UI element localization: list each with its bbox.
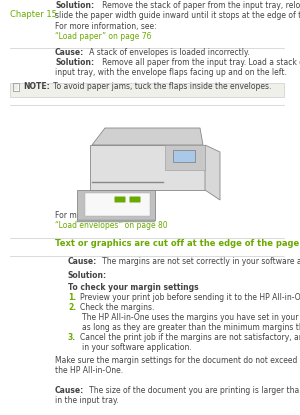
- Text: The size of the document you are printing is larger than the paper loaded: The size of the document you are printin…: [82, 386, 300, 395]
- Text: Cause:: Cause:: [68, 257, 97, 266]
- Text: in your software application.: in your software application.: [82, 343, 192, 352]
- Text: as long as they are greater than the minimum margins the HP All-in-One supports.: as long as they are greater than the min…: [82, 323, 300, 332]
- Text: Check the margins.: Check the margins.: [80, 303, 154, 312]
- Text: in the input tray.: in the input tray.: [55, 396, 119, 405]
- Text: “Load envelopes” on page 80: “Load envelopes” on page 80: [55, 221, 168, 230]
- Text: Chapter 15: Chapter 15: [10, 10, 57, 19]
- FancyBboxPatch shape: [10, 83, 284, 97]
- Polygon shape: [77, 190, 155, 220]
- FancyBboxPatch shape: [173, 150, 195, 162]
- Text: 1.: 1.: [68, 293, 76, 302]
- Text: 3.: 3.: [68, 333, 76, 342]
- Text: input tray, with the envelope flaps facing up and on the left.: input tray, with the envelope flaps faci…: [55, 68, 287, 77]
- Text: Remove the stack of paper from the input tray, reload the paper, and then: Remove the stack of paper from the input…: [95, 1, 300, 10]
- Text: Text or graphics are cut off at the edge of the page: Text or graphics are cut off at the edge…: [55, 239, 299, 248]
- Text: the HP All-in-One.: the HP All-in-One.: [55, 366, 123, 375]
- Text: Solution:: Solution:: [55, 58, 94, 67]
- FancyBboxPatch shape: [130, 196, 140, 203]
- Text: The HP All-in-One uses the margins you have set in your software application,: The HP All-in-One uses the margins you h…: [82, 313, 300, 322]
- Text: 2.: 2.: [68, 303, 76, 312]
- Text: To check your margin settings: To check your margin settings: [68, 283, 199, 292]
- Text: Cause:: Cause:: [55, 48, 84, 57]
- Text: To avoid paper jams, tuck the flaps inside the envelopes.: To avoid paper jams, tuck the flaps insi…: [46, 82, 271, 91]
- Text: Remove all paper from the input tray. Load a stack of envelopes in the: Remove all paper from the input tray. Lo…: [95, 58, 300, 67]
- Text: Make sure the margin settings for the document do not exceed the printable area : Make sure the margin settings for the do…: [55, 356, 300, 365]
- Text: For more information, see:: For more information, see:: [55, 211, 157, 220]
- Text: The margins are not set correctly in your software application.: The margins are not set correctly in you…: [94, 257, 300, 266]
- Text: Cause:: Cause:: [55, 386, 84, 395]
- Polygon shape: [85, 193, 150, 216]
- Polygon shape: [165, 145, 205, 170]
- Polygon shape: [205, 145, 220, 200]
- Text: Preview your print job before sending it to the HP All-in-One.: Preview your print job before sending it…: [80, 293, 300, 302]
- Polygon shape: [92, 128, 203, 145]
- Polygon shape: [90, 145, 205, 190]
- Text: For more information, see:: For more information, see:: [55, 22, 157, 31]
- Text: Solution:: Solution:: [55, 1, 94, 10]
- FancyBboxPatch shape: [13, 83, 19, 91]
- FancyBboxPatch shape: [115, 196, 125, 203]
- Polygon shape: [77, 220, 155, 222]
- Text: A stack of envelopes is loaded incorrectly.: A stack of envelopes is loaded incorrect…: [82, 48, 249, 57]
- Text: slide the paper width guide inward until it stops at the edge of the paper.: slide the paper width guide inward until…: [55, 11, 300, 20]
- Text: Troubleshooting: Troubleshooting: [292, 179, 296, 236]
- Text: Cancel the print job if the margins are not satisfactory, and then adjust the ma: Cancel the print job if the margins are …: [80, 333, 300, 342]
- Text: Solution:: Solution:: [68, 271, 107, 280]
- Text: “Load paper” on page 76: “Load paper” on page 76: [55, 32, 152, 41]
- Text: NOTE:: NOTE:: [23, 82, 50, 91]
